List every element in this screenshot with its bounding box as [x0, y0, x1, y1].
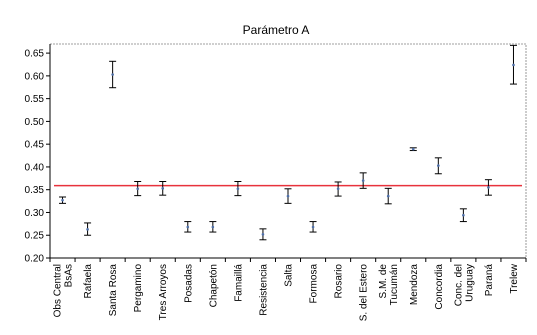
y-tick-label: 0.30 [25, 208, 45, 219]
x-tick-label: S.M. deTucumán [378, 264, 400, 306]
data-point-group [209, 221, 217, 233]
x-tick-label: Rafaela [83, 264, 94, 299]
data-point [462, 213, 465, 217]
x-tick-label: Rosario [334, 264, 345, 299]
x-tick-label: Concordia [434, 264, 445, 310]
data-point [261, 233, 265, 236]
x-tick-label: Tres Arroyos [158, 264, 169, 320]
data-point-group [109, 60, 117, 89]
data-marks [59, 44, 517, 241]
data-point-group [284, 188, 292, 204]
data-point [386, 194, 390, 198]
data-point-group [309, 221, 317, 233]
data-point [161, 187, 165, 190]
data-point-group [459, 208, 467, 223]
data-point-group [84, 222, 92, 236]
x-axis-ticks: Obs CentralBsAs Rafaela Santa Rosa Pergamin… [49, 258, 527, 322]
x-tick-label-line: Uruguay [464, 264, 475, 302]
y-tick-label: 0.20 [25, 254, 45, 265]
x-tick-label-line: S.M. de [378, 264, 389, 299]
x-tick-label: Famaillá [233, 264, 244, 302]
x-tick-label: Chapetón [208, 264, 219, 307]
y-tick-label: 0.35 [25, 185, 45, 196]
y-axis-ticks: 0.20 0.25 0.30 0.35 0.40 0.45 0.50 0.55 0.60 0.65 [25, 49, 50, 265]
data-point-group [484, 179, 492, 196]
data-point [86, 228, 89, 231]
data-point-group [509, 44, 517, 85]
data-point-group [134, 181, 142, 197]
x-tick-label: Santa Rosa [108, 264, 119, 317]
x-tick-label: S. del Estero [359, 264, 370, 322]
data-point-group [159, 181, 167, 196]
data-point-group [384, 187, 392, 205]
x-tick-label: Resistencia [258, 264, 269, 316]
data-point-group [259, 228, 267, 241]
data-point-group [334, 181, 342, 197]
y-tick-label: 0.45 [25, 140, 45, 151]
x-tick-label: Obs CentralBsAs [53, 264, 75, 317]
x-tick-label: Posadas [183, 264, 194, 303]
data-point [311, 225, 315, 229]
x-tick-label-line: Tucumán [389, 264, 400, 305]
data-point-group [234, 181, 242, 197]
plot-frame [49, 43, 527, 259]
data-point [136, 187, 139, 191]
chart-title: Parámetro A [243, 23, 310, 37]
x-tick-label: Pergamino [133, 264, 144, 313]
y-tick-label: 0.55 [25, 94, 45, 105]
data-point [437, 164, 440, 167]
data-point-group [434, 157, 442, 175]
data-point-group [359, 172, 367, 189]
y-tick-label: 0.40 [25, 162, 45, 173]
y-tick-label: 0.60 [25, 71, 45, 82]
x-tick-label: Paraná [484, 264, 495, 297]
data-point [512, 63, 515, 67]
y-tick-label: 0.50 [25, 117, 45, 128]
y-tick-label: 0.65 [25, 49, 45, 60]
data-point-group [59, 196, 67, 204]
x-tick-label: Trelew [509, 263, 520, 293]
data-point [111, 73, 114, 76]
data-point [286, 194, 290, 198]
x-tick-label: Salta [284, 264, 295, 287]
x-tick-label-line: BsAs [64, 264, 75, 287]
data-point-group [409, 147, 417, 152]
x-tick-label: Formosa [309, 264, 320, 304]
data-point [186, 225, 190, 229]
x-tick-label: Conc. delUruguay [453, 264, 475, 306]
x-tick-label-line: Conc. del [453, 264, 464, 306]
x-tick-label-line: Obs Central [53, 264, 64, 317]
data-point [236, 187, 240, 191]
data-point-group [184, 221, 192, 233]
data-point [487, 186, 490, 189]
data-point [361, 179, 365, 182]
data-point [211, 225, 215, 229]
x-tick-label: Mendoza [409, 264, 420, 306]
data-point [336, 187, 340, 191]
data-point [411, 147, 415, 151]
data-point [61, 198, 64, 202]
y-tick-label: 0.25 [25, 231, 45, 242]
